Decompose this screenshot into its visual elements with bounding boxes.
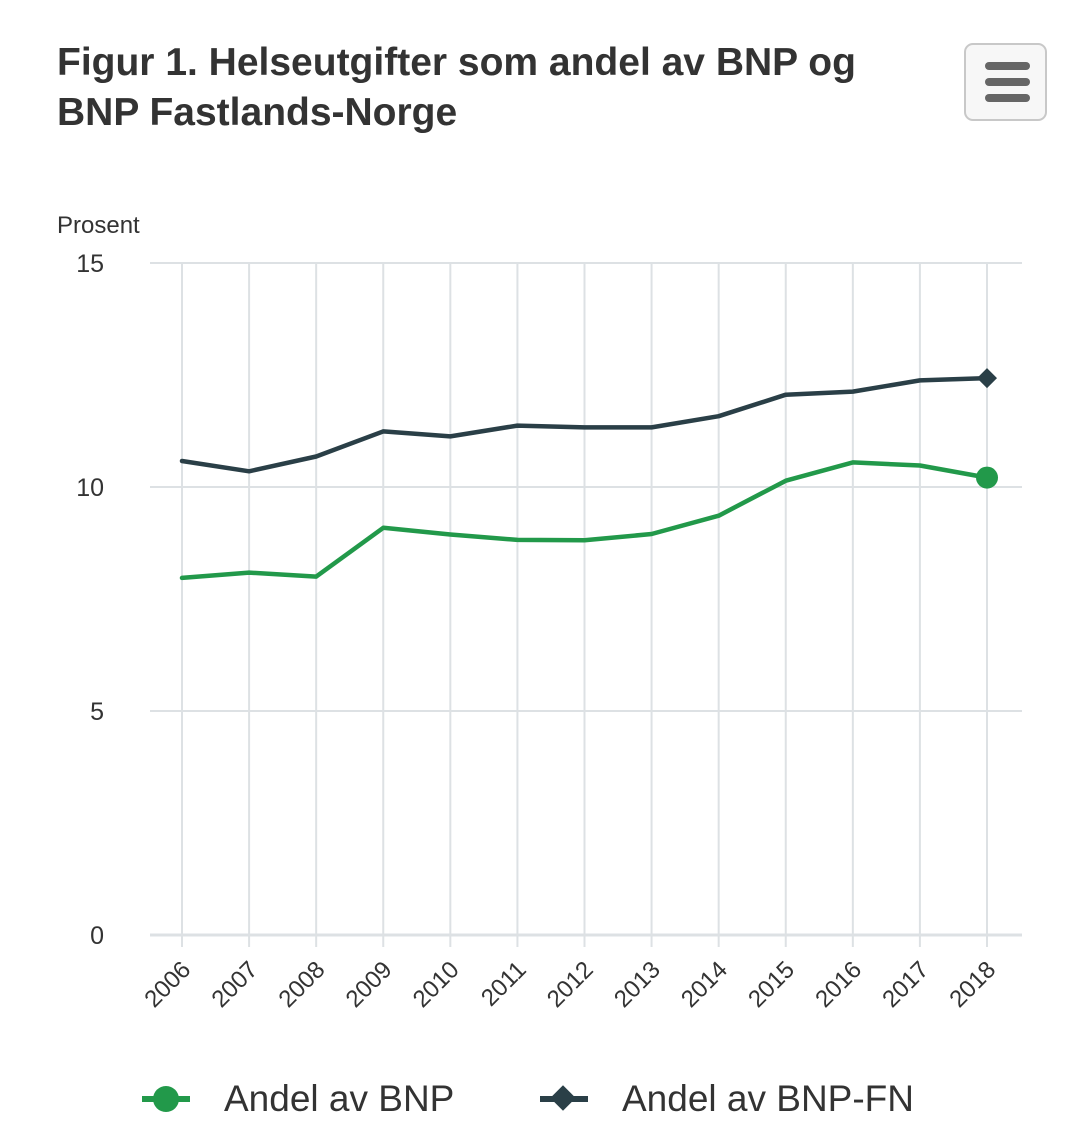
x-tick-label: 2012 xyxy=(542,956,599,1013)
series-line-andel-av-bnp-fn xyxy=(179,375,990,474)
x-tick-label: 2008 xyxy=(274,956,331,1013)
x-tick-label: 2007 xyxy=(206,956,263,1013)
chart-legend: Andel av BNP Andel av BNP-FN xyxy=(0,1070,1080,1130)
x-tick-label: 2015 xyxy=(743,956,800,1013)
x-tick-label: 2011 xyxy=(476,956,532,1012)
x-tick-label: 2017 xyxy=(877,956,934,1013)
x-tick-label: 2016 xyxy=(810,956,867,1013)
x-tick-label: 2018 xyxy=(944,956,1001,1013)
data-point-marker xyxy=(976,466,998,489)
x-tick-label: 2009 xyxy=(341,956,398,1013)
y-tick-label: 0 xyxy=(90,922,104,950)
x-tick-label: 2014 xyxy=(676,956,733,1013)
y-tick-label: 10 xyxy=(76,474,104,502)
circle-marker-icon xyxy=(153,1086,179,1112)
data-point-marker xyxy=(977,368,997,389)
x-tick-label: 2010 xyxy=(408,956,465,1013)
y-tick-label: 15 xyxy=(76,250,104,278)
legend-label: Andel av BNP-FN xyxy=(622,1078,914,1119)
legend-label: Andel av BNP xyxy=(224,1078,455,1119)
legend-item-andel-av-bnp[interactable]: Andel av BNP xyxy=(142,1070,482,1130)
chart-menu-button[interactable] xyxy=(964,43,1047,121)
x-tick-label: 2006 xyxy=(139,956,196,1013)
chart-title: Figur 1. Helseutgifter som andel av BNP … xyxy=(57,41,856,134)
y-tick-label: 5 xyxy=(90,698,104,726)
x-tick-label: 2013 xyxy=(609,956,666,1013)
y-axis-label: Prosent xyxy=(57,212,140,239)
diamond-marker-icon xyxy=(550,1085,576,1111)
legend-item-andel-av-bnp-fn[interactable]: Andel av BNP-FN xyxy=(540,1070,940,1130)
series-line-andel-av-bnp xyxy=(179,460,990,581)
